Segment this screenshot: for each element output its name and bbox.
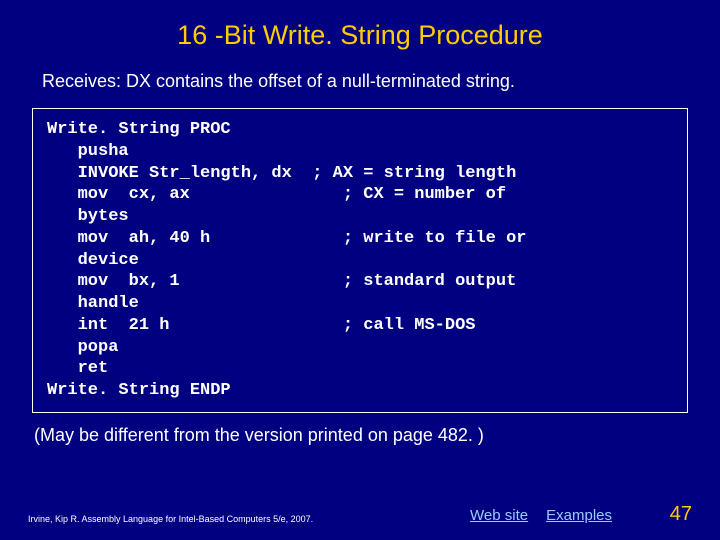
examples-link[interactable]: Examples [546,507,612,524]
footer: Irvine, Kip R. Assembly Language for Int… [28,507,692,524]
web-site-link[interactable]: Web site [470,507,528,524]
footer-links: Web site Examples [470,507,612,524]
slide-title: 16 -Bit Write. String Procedure [28,20,692,51]
code-listing: Write. String PROC pusha INVOKE Str_leng… [47,119,673,402]
slide: 16 -Bit Write. String Procedure Receives… [0,0,720,540]
slide-subtitle: Receives: DX contains the offset of a nu… [42,71,692,92]
footer-credit: Irvine, Kip R. Assembly Language for Int… [28,514,470,524]
code-box: Write. String PROC pusha INVOKE Str_leng… [32,108,688,413]
slide-note: (May be different from the version print… [34,425,692,446]
page-number: 47 [670,503,692,526]
